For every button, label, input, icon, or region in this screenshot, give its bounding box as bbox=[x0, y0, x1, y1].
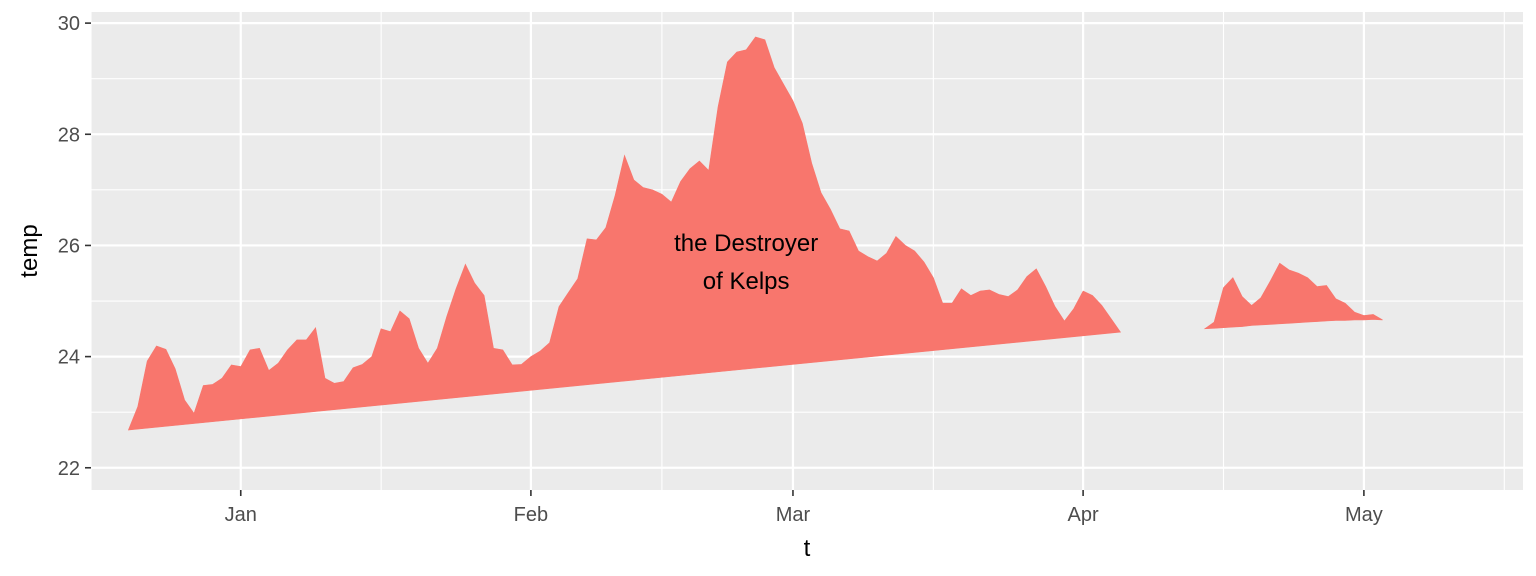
x-axis: Jan Feb Mar Apr May bbox=[225, 490, 1383, 526]
y-axis: 22 24 26 28 30 bbox=[58, 13, 91, 480]
y-tick-label: 28 bbox=[58, 124, 80, 146]
x-tick-label: Jan bbox=[225, 504, 257, 526]
x-tick-label: May bbox=[1345, 504, 1383, 526]
y-tick-label: 30 bbox=[58, 13, 80, 35]
annotation-line-1: the Destroyer bbox=[674, 230, 818, 257]
annotation-line-2: of Kelps bbox=[703, 268, 790, 295]
y-tick-label: 24 bbox=[58, 347, 80, 369]
y-tick-label: 22 bbox=[58, 458, 80, 480]
temperature-area bbox=[127, 36, 1383, 431]
x-tick-label: Feb bbox=[514, 504, 548, 526]
annotation: the Destroyer of Kelps bbox=[674, 230, 818, 295]
y-tick-label: 26 bbox=[58, 235, 80, 257]
y-axis-title: temp bbox=[16, 224, 43, 277]
area-segment-1 bbox=[127, 36, 1122, 431]
x-axis-title: t bbox=[804, 535, 811, 562]
area-segment-2 bbox=[1203, 262, 1383, 330]
x-tick-label: Apr bbox=[1068, 504, 1099, 526]
major-gridlines bbox=[91, 12, 1523, 490]
x-tick-label: Mar bbox=[776, 504, 811, 526]
